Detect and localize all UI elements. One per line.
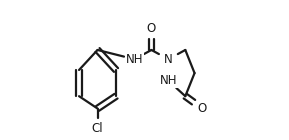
Text: O: O xyxy=(147,22,156,35)
Text: NH: NH xyxy=(126,53,143,66)
Text: Cl: Cl xyxy=(92,122,103,135)
Text: O: O xyxy=(198,102,207,115)
Text: NH: NH xyxy=(160,74,177,87)
Text: N: N xyxy=(164,53,173,66)
